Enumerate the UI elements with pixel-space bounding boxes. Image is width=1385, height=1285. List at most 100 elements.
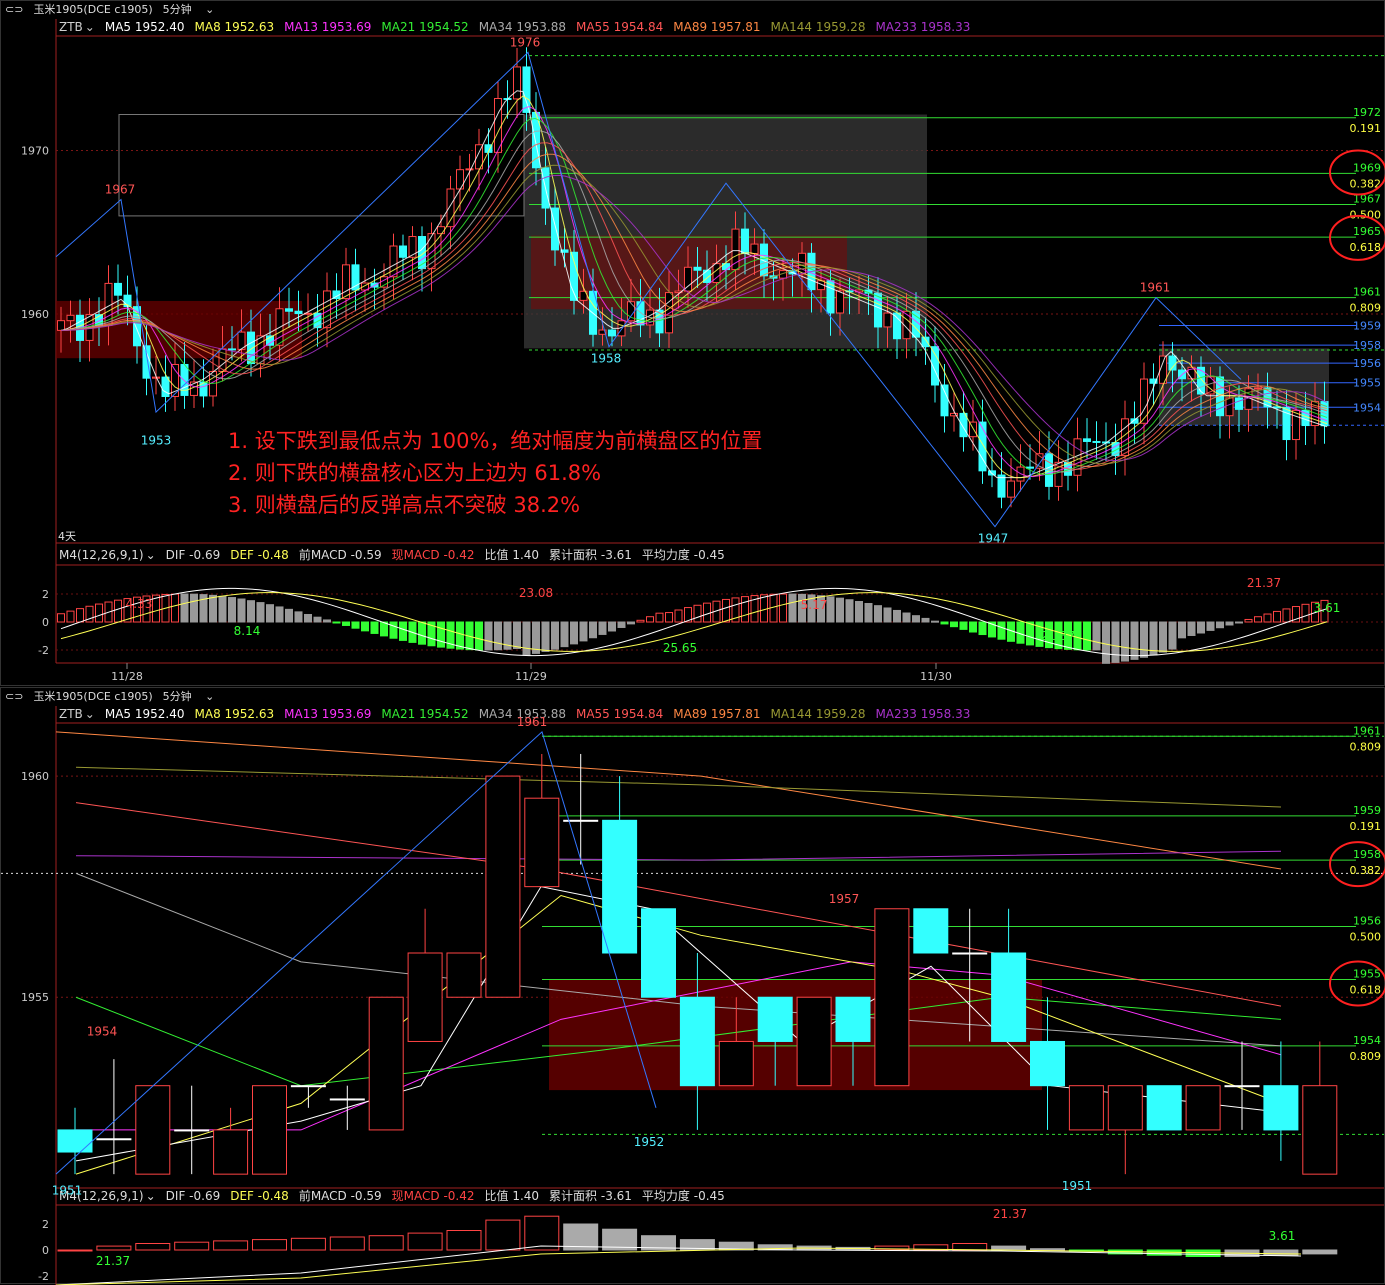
candle-body [718, 1040, 754, 1087]
candle-body [1146, 1085, 1182, 1131]
macd-bar [1045, 621, 1053, 649]
macd-bar [836, 597, 844, 623]
candle-body [174, 1129, 210, 1132]
candle-body [180, 363, 189, 396]
legend-item[interactable]: M4(12,26,9,1) [59, 1189, 144, 1203]
legend-item: MA21 1954.52 [381, 20, 469, 34]
macd-bar [256, 602, 265, 623]
fib-price-label: 1959 [1353, 804, 1381, 817]
chevron-down-icon[interactable]: ⌄ [145, 548, 156, 562]
candle-body [883, 312, 892, 328]
candle-body [912, 310, 920, 338]
macd-bar [1302, 1249, 1338, 1255]
macd-bar [1083, 621, 1091, 651]
macd-bar [779, 593, 787, 623]
macd-bar [636, 619, 645, 623]
swing-low-label: 1951 [1062, 1179, 1093, 1193]
fib-price-label: 1961 [1353, 286, 1381, 299]
legend-item: MA8 1952.63 [194, 20, 275, 34]
chevron-down-icon[interactable]: ⌄ [84, 707, 95, 721]
candle-body [913, 908, 949, 954]
macd-bar [684, 607, 692, 623]
moving-average-line [60, 130, 1328, 473]
legend-item: DIF -0.69 [165, 548, 221, 562]
top-title-bar[interactable]: ⊂⊃ 玉米1905(DCE c1905) 5分钟 ⌄ [5, 1, 224, 19]
macd-bar [213, 1240, 249, 1251]
macd-bar [589, 621, 597, 639]
macd-bar [798, 593, 806, 623]
period-selector[interactable]: 5分钟 ⌄ [162, 3, 215, 16]
legend-item: 累计面积 -3.61 [549, 1189, 632, 1203]
fib-price-label: 1965 [1353, 225, 1381, 238]
legend-item: MA13 1953.69 [284, 707, 372, 721]
top-price-chart[interactable]: 1970 1960 1972 0.191 1969 0.382 1967 0.500 1965 0… [1, 1, 1385, 687]
legend-item[interactable]: ZTB [59, 707, 83, 721]
fib-ratio-label: 0.809 [1350, 740, 1382, 753]
y-tick-label: 1955 [21, 991, 49, 1004]
highlight-circle [1329, 841, 1385, 888]
macd-bar [902, 612, 911, 623]
candle-body [750, 243, 759, 255]
macd-bar [446, 1230, 482, 1251]
candle-body [57, 320, 65, 331]
moving-average-line [60, 164, 1328, 465]
candle-body [171, 363, 179, 398]
macd-area-label: 21.37 [96, 1254, 130, 1268]
macd-bar [368, 1235, 404, 1251]
macd-bar [1197, 621, 1205, 634]
candle-body [602, 819, 638, 954]
macd-bar [855, 601, 863, 623]
moving-average-line [60, 95, 1328, 479]
period-selector[interactable]: 5分钟 ⌄ [162, 690, 215, 703]
macd-tick-label: 0 [42, 1244, 49, 1257]
bottom-title-bar[interactable]: ⊂⊃ 玉米1905(DCE c1905) 5分钟 ⌄ [5, 688, 224, 706]
window-icon[interactable]: ⊂⊃ [5, 3, 24, 16]
candle-body [361, 282, 369, 291]
macd-bar [237, 598, 246, 623]
chevron-down-icon[interactable]: ⌄ [145, 1189, 156, 1203]
candle-body [114, 282, 122, 296]
ma-legend: ZTB ⌄ MA5 1952.40 MA8 1952.63 MA13 1953.69 MA… [59, 706, 980, 722]
window-icon[interactable]: ⊂⊃ [5, 690, 24, 703]
macd-bar [290, 1237, 326, 1251]
candle-body [1030, 1040, 1065, 1087]
legend-item[interactable]: ZTB [59, 20, 83, 34]
macd-bar [1140, 621, 1148, 658]
macd-bar [646, 616, 654, 623]
macd-bar [266, 604, 274, 623]
legend-item: MA89 1957.81 [673, 707, 761, 721]
bottom-price-chart[interactable]: 1960 1955 1961 0.809 1959 0.191 1958 0.382 1956 0… [1, 688, 1385, 1285]
chevron-down-icon[interactable]: ⌄ [84, 20, 95, 34]
macd-bar [323, 619, 331, 623]
candle-body [329, 1098, 365, 1101]
macd-bar [563, 1223, 599, 1251]
macd-bar [522, 621, 531, 656]
macd-bar [199, 594, 208, 623]
y-tick-label: 1960 [21, 770, 49, 783]
instrument-name[interactable]: 玉米1905(DCE c1905) [33, 690, 153, 703]
macd-bar [524, 1215, 560, 1251]
macd-bar [1263, 1249, 1299, 1256]
macd-bar [913, 1244, 949, 1251]
macd-bar [329, 1236, 365, 1251]
macd-tick-label: 2 [42, 1218, 49, 1231]
candle-body [991, 952, 1027, 1042]
macd-bar [991, 1245, 1027, 1251]
legend-item: 平均力度 -0.45 [641, 1189, 725, 1203]
candle-body [1083, 438, 1091, 442]
legend-item: 前MACD -0.59 [298, 548, 382, 562]
macd-bar [133, 596, 141, 623]
candle-body [560, 249, 569, 253]
macd-bar [1235, 621, 1243, 624]
candle-body [1111, 442, 1120, 457]
candle-body [1107, 1085, 1143, 1131]
instrument-name[interactable]: 玉米1905(DCE c1905) [33, 3, 153, 16]
candle-body [142, 345, 151, 379]
macd-bar [997, 621, 1006, 640]
ma-legend: ZTB ⌄ MA5 1952.40 MA8 1952.63 MA13 1953.69 MA… [59, 19, 980, 35]
fib-ratio-label: 0.500 [1350, 930, 1382, 943]
macd-tick-label: 0 [42, 616, 49, 629]
fib-ratio-label: 0.618 [1350, 241, 1382, 254]
macd-bar [503, 621, 512, 650]
legend-item[interactable]: M4(12,26,9,1) [59, 548, 144, 562]
